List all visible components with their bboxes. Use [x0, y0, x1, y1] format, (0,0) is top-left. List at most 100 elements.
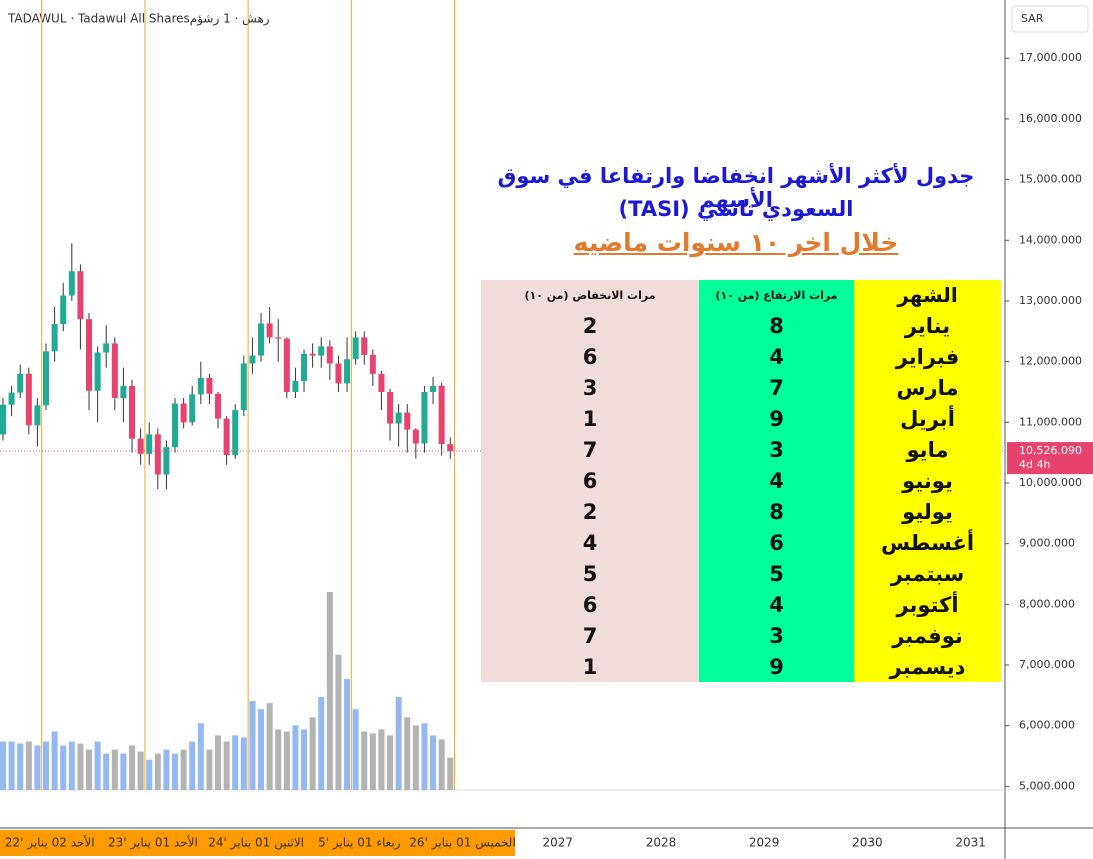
volume-bar — [301, 729, 308, 790]
candle-body — [232, 410, 239, 456]
last-price-box — [1007, 442, 1093, 475]
y-tick-label: 16,000.000 — [1019, 112, 1082, 125]
volume-bar — [77, 743, 84, 790]
candle-body — [283, 338, 290, 392]
table-cell: 7 — [699, 372, 854, 403]
volume-bar — [344, 678, 351, 790]
volume-bar — [309, 717, 316, 790]
volume-bar — [395, 697, 402, 790]
table-row: الشهر مرات الارتفاع (من ١٠) مرات الانخفاض … — [481, 280, 1001, 310]
table-cell: يونيو — [854, 465, 1001, 496]
candle-body — [189, 394, 196, 423]
table-cell: 4 — [699, 341, 854, 372]
table-cell: أبريل — [854, 403, 1001, 434]
volume-bar — [447, 757, 454, 790]
y-tick-label: 10,000.000 — [1019, 476, 1082, 489]
volume-bar — [206, 749, 213, 790]
candle-body — [266, 323, 273, 338]
table-cell: 2 — [481, 496, 699, 527]
candle-body — [137, 438, 144, 454]
table-row: فبراير 4 6 — [481, 341, 1001, 372]
y-tick-label: 17,000.000 — [1019, 51, 1082, 64]
table-cell: مارس — [854, 372, 1001, 403]
y-tick-label: 6,000.000 — [1019, 719, 1075, 732]
volume-bar — [94, 741, 101, 790]
table-row: مايو 3 7 — [481, 434, 1001, 465]
candle-body — [412, 429, 419, 444]
volume-bar — [154, 753, 161, 790]
table-cell: أغسطس — [854, 527, 1001, 558]
volume-bar — [8, 741, 15, 790]
table-cell: 3 — [699, 620, 854, 651]
volume-bar — [111, 749, 118, 790]
table-cell: 4 — [481, 527, 699, 558]
x-tick-label: الأحد 02 يناير '22 — [5, 835, 95, 851]
candle-body — [206, 378, 213, 394]
volume-bar — [0, 741, 7, 790]
candle-body — [249, 355, 256, 364]
candle-body — [326, 346, 333, 364]
table-cell: 3 — [699, 434, 854, 465]
candle-body — [215, 393, 222, 419]
last-price-label: 10,526.090 — [1019, 444, 1082, 457]
candle-body — [335, 363, 342, 384]
candle-body — [318, 346, 325, 356]
table-cell: يوليو — [854, 496, 1001, 527]
candle-body — [94, 352, 101, 391]
volume-bar — [60, 745, 67, 790]
volume-bar — [258, 709, 265, 790]
table-cell: فبراير — [854, 341, 1001, 372]
candle-body — [17, 373, 24, 393]
symbol-title: TADAWUL · Tadawul All Sharesرهش · 1 رشؤم — [7, 12, 270, 27]
y-tick-label: 13,000.000 — [1019, 294, 1082, 307]
volume-bar — [146, 759, 153, 790]
volume-bar — [335, 654, 342, 790]
table-cell: يناير — [854, 310, 1001, 341]
candle-body — [51, 324, 58, 352]
table-cell: 1 — [481, 651, 699, 682]
table-cell: 5 — [699, 558, 854, 589]
volume-bar — [34, 745, 41, 790]
volume-bar — [240, 737, 247, 790]
volume-bar — [103, 753, 110, 790]
time-highlight — [0, 830, 515, 856]
volume-bar — [387, 735, 394, 790]
candle-body — [301, 353, 308, 382]
table-cell: 7 — [481, 434, 699, 465]
y-tick-label: 14,000.000 — [1019, 233, 1082, 246]
table-cell: 7 — [481, 620, 699, 651]
table-cell: مرات الانخفاض (من ١٠) — [481, 280, 699, 310]
table-cell: سبتمبر — [854, 558, 1001, 589]
volume-bar — [378, 729, 385, 790]
candle-body — [258, 323, 265, 356]
x-tick-label: 2029 — [749, 836, 780, 850]
candle-body — [68, 271, 75, 296]
candle-body — [387, 391, 394, 424]
table-row: نوفمبر 3 7 — [481, 620, 1001, 651]
table-title: جدول لأكثر الأشهر انخفاضا وارتفاعا في سو… — [497, 164, 975, 212]
table-row: ديسمبر 9 1 — [481, 651, 1001, 682]
volume-bar — [361, 731, 368, 790]
candle-body — [240, 363, 247, 411]
x-tick-label: الأحد 01 يناير '23 — [108, 835, 198, 851]
table-cell: 6 — [481, 341, 699, 372]
x-tick-label: 2027 — [542, 836, 573, 850]
candle-body — [421, 391, 428, 444]
table-cell: 8 — [699, 496, 854, 527]
volume-bar — [223, 741, 230, 790]
volume-bar — [430, 735, 437, 790]
table-cell: 9 — [699, 403, 854, 434]
candle-body — [344, 359, 351, 384]
table-row: يناير 8 2 — [481, 310, 1001, 341]
y-tick-label: 8,000.000 — [1019, 597, 1075, 610]
candle-body — [172, 403, 179, 448]
candle-body — [309, 353, 316, 356]
y-tick-label: 15,000.000 — [1019, 173, 1082, 186]
candle-body — [378, 373, 385, 392]
volume-bar — [318, 697, 325, 790]
table-cell: 2 — [481, 310, 699, 341]
table-row: أكتوبر 4 6 — [481, 589, 1001, 620]
volume-bar — [421, 723, 428, 790]
x-tick-label: ربعاء 01 يناير '5 — [318, 836, 401, 851]
